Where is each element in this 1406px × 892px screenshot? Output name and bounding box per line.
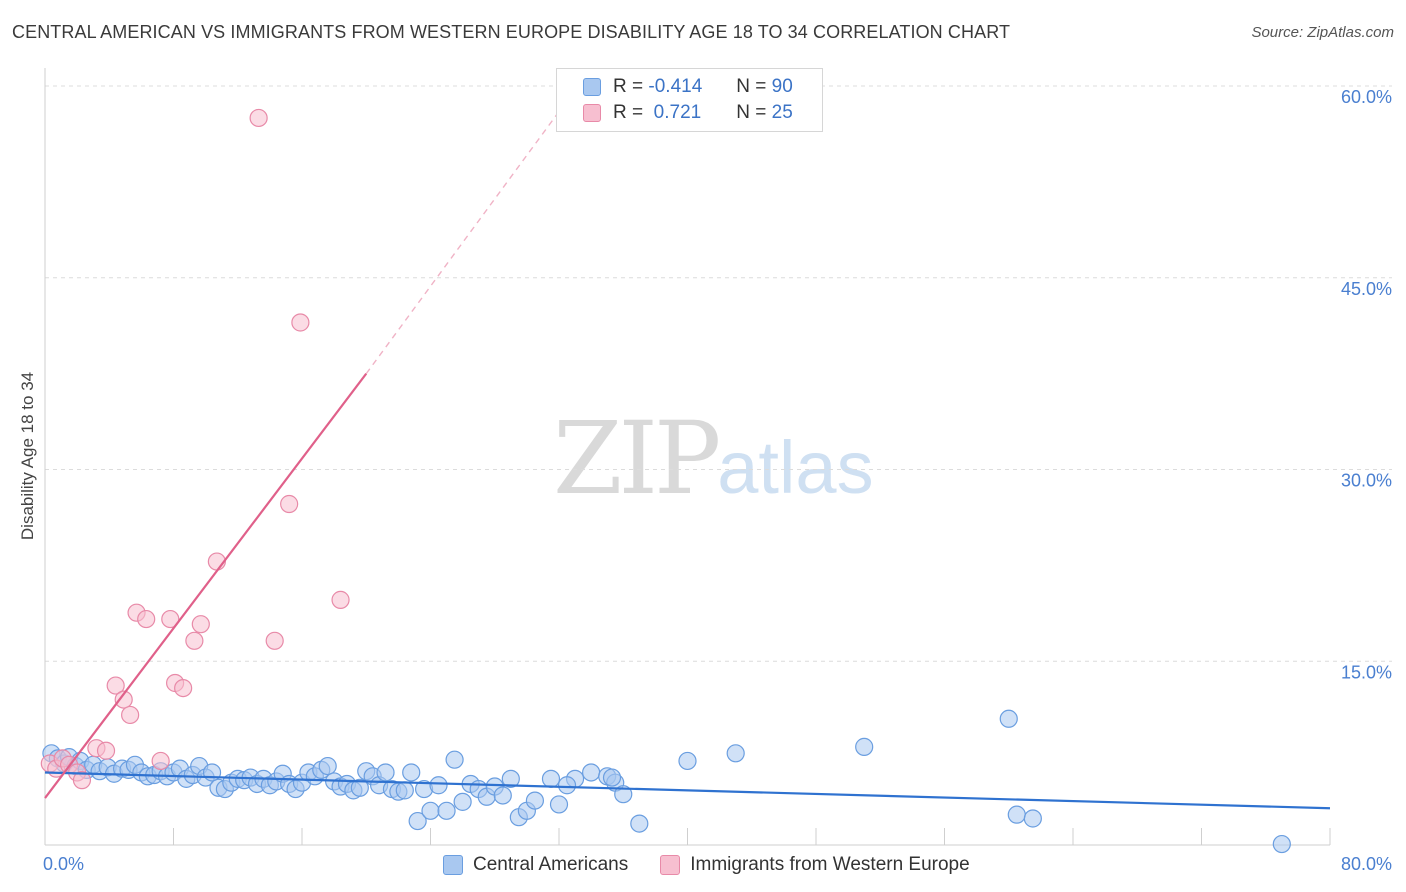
series-legend: Central Americans Immigrants from Wester… (443, 852, 1002, 878)
y-tick-label: 15.0% (1341, 662, 1392, 682)
point-central-americans (549, 795, 569, 814)
point-central-americans (602, 768, 622, 787)
point-western-europe (72, 771, 92, 790)
point-central-americans (999, 709, 1018, 728)
point-western-europe (151, 751, 170, 771)
point-western-europe (96, 741, 116, 760)
point-central-americans (437, 801, 456, 820)
correlation-legend: R = -0.414 N = 90 R = 0.721 N = 25 (556, 68, 823, 132)
point-central-americans (421, 801, 440, 820)
point-central-americans (202, 763, 222, 782)
point-central-americans (726, 744, 745, 763)
legend-n-label: N = (736, 102, 767, 123)
legend-r-value: -0.414 (648, 76, 703, 97)
point-central-americans (855, 737, 874, 756)
watermark-zip: ZIP (553, 400, 721, 517)
point-central-americans (445, 750, 464, 769)
point-western-europe (291, 313, 310, 332)
legend-label: Immigrants from Western Europe (690, 854, 970, 875)
point-central-americans (350, 778, 369, 797)
point-western-europe (137, 609, 156, 629)
legend-swatch-pink (583, 104, 601, 122)
point-central-americans (1007, 805, 1026, 824)
point-central-americans (395, 781, 414, 800)
y-tick-label: 30.0% (1341, 471, 1392, 491)
y-tick-label: 45.0% (1341, 279, 1392, 299)
point-western-europe (280, 494, 299, 514)
point-central-americans (630, 814, 649, 833)
legend-item-western-europe[interactable]: Immigrants from Western Europe (660, 854, 970, 876)
watermark: ZIPatlas (553, 400, 874, 517)
point-western-europe (121, 705, 140, 725)
legend-r-value: 0.721 (648, 102, 702, 123)
point-western-europe (185, 631, 204, 650)
point-central-americans (376, 763, 395, 782)
legend-swatch-blue (443, 855, 463, 875)
point-western-europe (174, 678, 193, 698)
x-tick-label: 80.0% (1341, 854, 1392, 874)
legend-n-value: 25 (771, 102, 793, 123)
point-western-europe (114, 690, 133, 709)
legend-swatch-pink (660, 855, 681, 875)
legend-row-central-americans: R = -0.414 N = 90 (583, 75, 793, 99)
point-central-americans (501, 769, 520, 788)
point-central-americans (402, 763, 421, 782)
legend-swatch-blue (583, 78, 601, 96)
point-central-americans (453, 792, 472, 811)
point-central-americans (1272, 834, 1291, 854)
point-central-americans (1023, 809, 1042, 828)
point-central-americans (541, 769, 561, 788)
legend-r-label: R = (613, 102, 644, 123)
chart-title: CENTRAL AMERICAN VS IMMIGRANTS FROM WEST… (12, 22, 1011, 42)
trend-extension-western-europe (365, 111, 560, 375)
point-central-americans (614, 785, 633, 804)
watermark-atlas: atlas (717, 426, 874, 509)
legend-n-label: N = (736, 76, 767, 97)
y-tick-label: 60.0% (1341, 87, 1392, 107)
legend-row-western-europe: R = 0.721 N = 25 (583, 101, 793, 125)
point-central-americans (525, 791, 545, 810)
point-western-europe (265, 631, 284, 650)
point-central-americans (582, 763, 601, 782)
point-western-europe (161, 609, 180, 629)
point-central-americans (429, 776, 448, 795)
trend-line-central-americans (44, 771, 1331, 810)
point-central-americans (678, 751, 697, 771)
trend-line-western-europe (44, 372, 368, 799)
point-western-europe (249, 108, 268, 128)
point-central-americans (557, 776, 577, 795)
point-western-europe (106, 676, 125, 695)
point-western-europe (331, 590, 350, 609)
point-central-americans (493, 786, 512, 805)
legend-n-value: 90 (771, 76, 793, 97)
point-central-americans (408, 811, 427, 831)
point-western-europe (191, 615, 210, 634)
legend-item-central-americans[interactable]: Central Americans (443, 854, 628, 876)
source-label: Source: ZipAtlas.com (1251, 24, 1394, 41)
x-tick-label: 0.0% (43, 854, 84, 874)
legend-label: Central Americans (473, 854, 629, 875)
legend-r-label: R = (613, 76, 644, 97)
point-central-americans (318, 756, 337, 776)
